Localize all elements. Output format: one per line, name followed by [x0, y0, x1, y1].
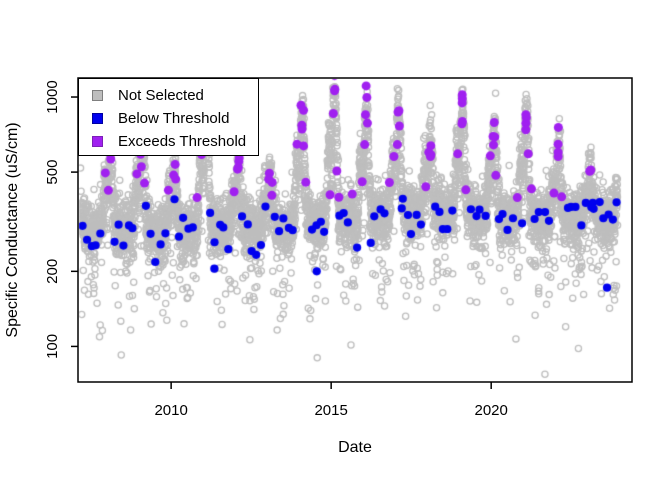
below-threshold-swatch [92, 113, 103, 124]
legend: Not Selected Below Threshold Exceeds Thr… [78, 78, 259, 156]
legend-item-not-selected: Not Selected [79, 84, 258, 107]
legend-label: Not Selected [118, 87, 204, 104]
y-tick-label: 1000 [44, 80, 61, 113]
x-tick-label: 2020 [474, 402, 507, 419]
axis-ticks: 2010 2015 2020 100 200 500 1000 [44, 80, 508, 419]
legend-label: Below Threshold [118, 110, 230, 127]
not-selected-swatch [92, 90, 103, 101]
x-axis-title: Date [338, 439, 372, 456]
legend-item-exceeds-threshold: Exceeds Threshold [79, 130, 258, 153]
y-tick-label: 100 [44, 334, 61, 359]
exceeds-threshold-swatch [92, 136, 103, 147]
plot-box [77, 77, 633, 383]
x-tick-label: 2015 [314, 402, 347, 419]
y-axis-title: Specific Conductance (uS/cm) [4, 122, 21, 337]
x-tick-label: 2010 [154, 402, 187, 419]
legend-item-below-threshold: Below Threshold [79, 107, 258, 130]
legend-label: Exceeds Threshold [118, 133, 247, 150]
y-tick-label: 500 [44, 160, 61, 185]
y-tick-label: 200 [44, 259, 61, 284]
